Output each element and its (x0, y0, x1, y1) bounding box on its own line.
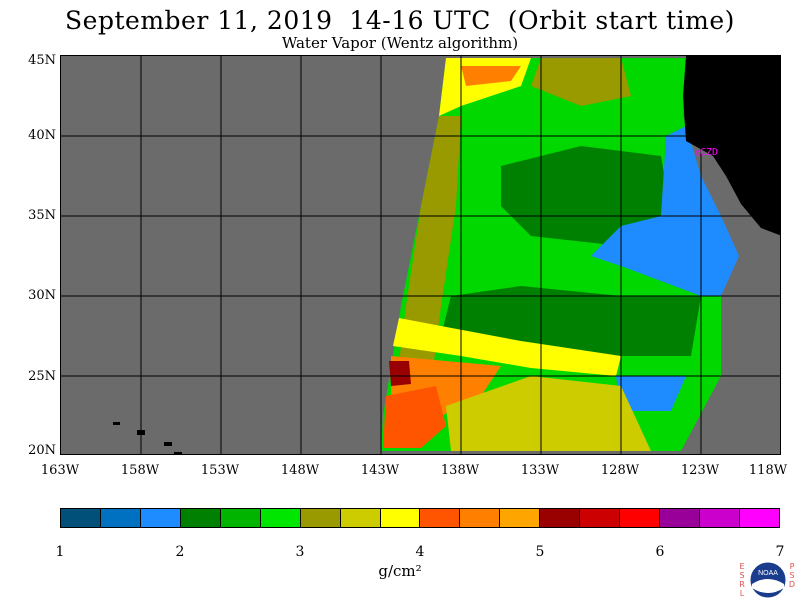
water-vapor-map (60, 55, 781, 455)
colorbar-swatch (180, 509, 221, 527)
colorbar-swatch (540, 509, 581, 527)
lat-label: 45N (28, 53, 56, 68)
lat-label: 30N (28, 288, 56, 303)
map-title: September 11, 2019 14-16 UTC (Orbit star… (65, 6, 735, 35)
colorbar-swatch (500, 509, 541, 527)
colorbar-unit: g/cm² (378, 562, 422, 580)
swath (381, 58, 739, 451)
colorbar-swatch (380, 509, 421, 527)
colorbar-swatch (140, 509, 181, 527)
colorbar-tick: 6 (655, 544, 665, 560)
lon-label: 163W (40, 463, 80, 478)
lat-label: 40N (28, 128, 56, 143)
lon-label: 153W (200, 463, 240, 478)
lon-label: 118W (748, 463, 788, 478)
colorbar-swatch (620, 509, 661, 527)
noaa-emblem-icon: NOAA (749, 561, 787, 599)
colorbar-swatch (100, 509, 141, 527)
swath-olive-west (396, 116, 461, 386)
swath-yellow-south-band (393, 318, 621, 376)
lat-label: 35N (28, 208, 56, 223)
swath-blue-east (591, 126, 739, 296)
colorbar-swatch (300, 509, 341, 527)
colorbar-swatch (700, 509, 740, 527)
colorbar-tick: 2 (175, 544, 185, 560)
colorbar-tick: 7 (775, 544, 785, 560)
colorbar-swatch (260, 509, 301, 527)
colorbar-swatch (660, 509, 700, 527)
city-label-czd: CZD (700, 147, 719, 158)
swath-yellow-southeast (446, 376, 651, 451)
map-svg (61, 56, 780, 454)
colorbar (60, 508, 780, 528)
lat-label: 25N (28, 369, 56, 384)
lat-label: 20N (28, 443, 56, 458)
colorbar-swatch (61, 509, 101, 527)
colorbar-swatch (220, 509, 261, 527)
land-north-america (683, 56, 780, 236)
logo-center-text: NOAA (758, 570, 778, 577)
swath-redorange-south (383, 386, 446, 448)
lon-label: 148W (280, 463, 320, 478)
colorbar-tick: 4 (415, 544, 425, 560)
colorbar-swatch (420, 509, 461, 527)
colorbar-tick: 3 (295, 544, 305, 560)
map-subtitle: Water Vapor (Wentz algorithm) (281, 34, 519, 52)
swath-darkred-spot (389, 361, 411, 386)
swath-darkgreen-center (501, 146, 671, 246)
grid-lines (61, 56, 780, 454)
colorbar-tick: 1 (55, 544, 65, 560)
lon-label: 143W (360, 463, 400, 478)
lon-label: 128W (600, 463, 640, 478)
lon-label: 133W (520, 463, 560, 478)
lon-label: 158W (120, 463, 160, 478)
colorbar-swatch (460, 509, 501, 527)
colorbar-swatch (340, 509, 381, 527)
swath-orange-north (461, 66, 521, 86)
lon-label: 138W (440, 463, 480, 478)
hawaiian-islands (113, 422, 182, 454)
colorbar-swatch (580, 509, 621, 527)
lon-label: 123W (680, 463, 720, 478)
colorbar-swatch (739, 509, 779, 527)
swath-olive-north (531, 58, 631, 106)
swath-blue-south (616, 376, 686, 411)
colorbar-tick: 5 (535, 544, 545, 560)
